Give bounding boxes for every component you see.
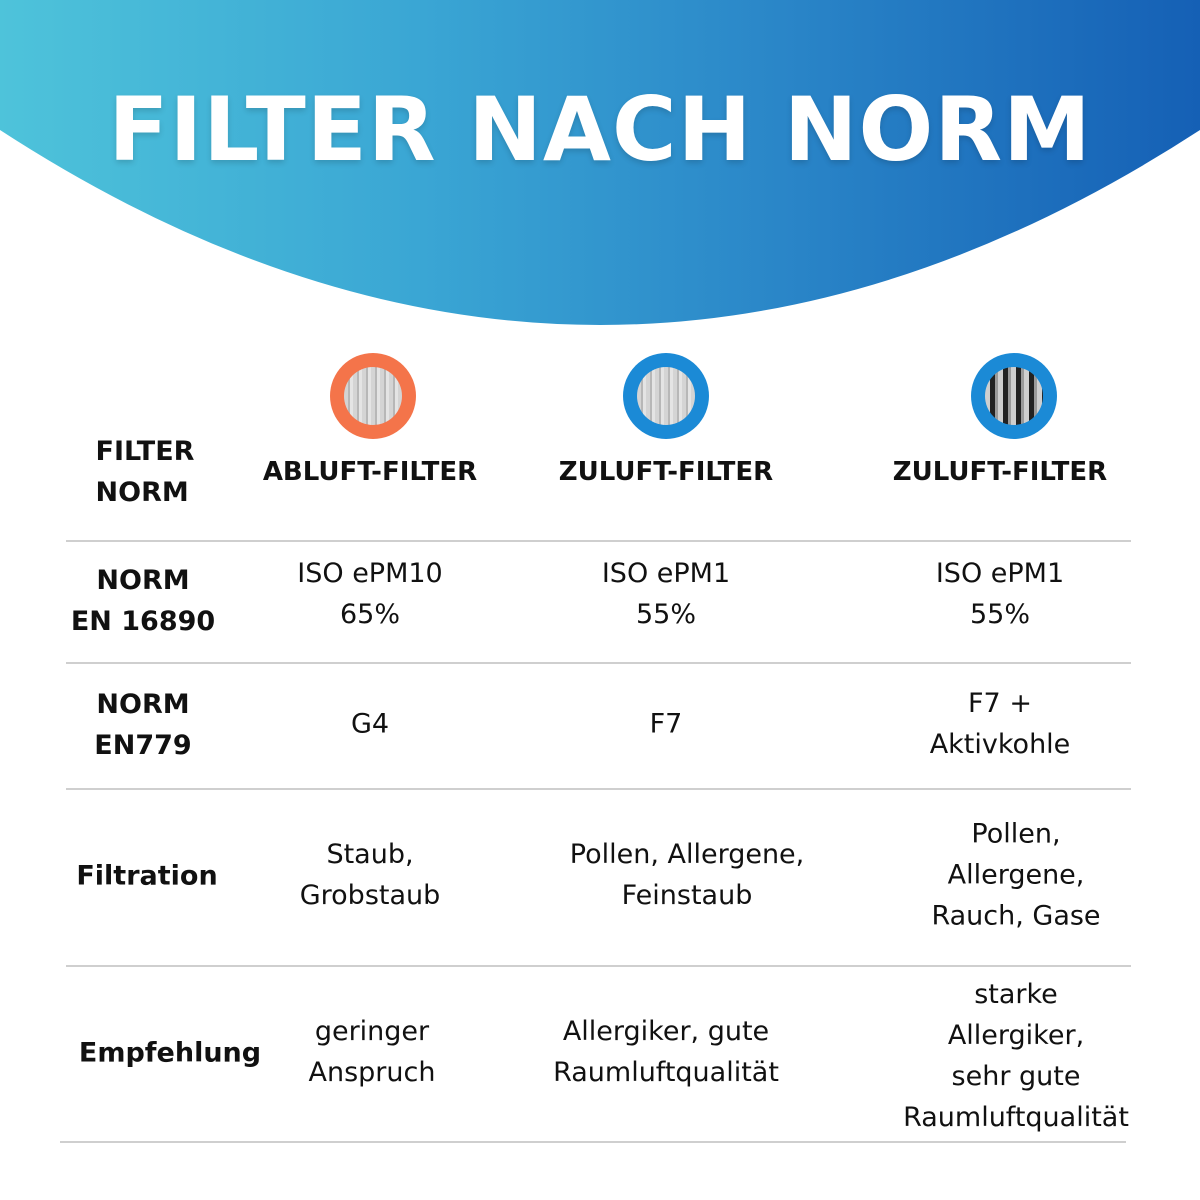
cell-value: Allergiker, gute Raumluftqualität <box>553 1016 779 1088</box>
cell-value: starke Allergiker, sehr gute Raumluftqua… <box>903 979 1129 1133</box>
cell-value: G4 <box>350 708 390 740</box>
column-header-abluft: ABLUFT-FILTER <box>262 457 478 487</box>
cell-value: ISO ePM10 65% <box>297 558 443 630</box>
blue-ring-activated-carbon-filter-icon <box>971 353 1057 439</box>
divider <box>66 788 1131 790</box>
cell-value: Pollen, Allergene, Feinstaub <box>569 839 805 911</box>
header-banner <box>0 0 1200 325</box>
cell-value: F7 + Aktivkohle <box>929 688 1071 760</box>
page-title: FILTER NACH NORM <box>108 78 1092 181</box>
divider <box>60 1141 1126 1143</box>
row-label-en779: NORM EN779 <box>94 689 192 761</box>
divider <box>66 965 1131 967</box>
cell-value: ISO ePM1 55% <box>601 558 731 630</box>
cell-value: F7 <box>649 708 683 740</box>
row-label-empfehlung: Empfehlung <box>78 1037 262 1069</box>
column-header-zuluft: ZULUFT-FILTER <box>558 457 774 487</box>
divider <box>66 662 1131 664</box>
blue-ring-filter-icon <box>623 353 709 439</box>
cell-value: ISO ePM1 55% <box>935 558 1065 630</box>
cell-value: Staub, Grobstaub <box>299 839 441 911</box>
cell-value: geringer Anspruch <box>308 1016 436 1088</box>
row-label-filtration: Filtration <box>76 860 218 892</box>
cell-value: Pollen, Allergene, Rauch, Gase <box>931 818 1101 932</box>
divider <box>66 540 1131 542</box>
column-header-zuluft-aktivkohle: ZULUFT-FILTER <box>892 457 1108 487</box>
row-label-en16890: NORM EN 16890 <box>70 565 216 637</box>
header-label: FILTER NORM <box>95 436 195 508</box>
orange-ring-filter-icon <box>330 353 416 439</box>
